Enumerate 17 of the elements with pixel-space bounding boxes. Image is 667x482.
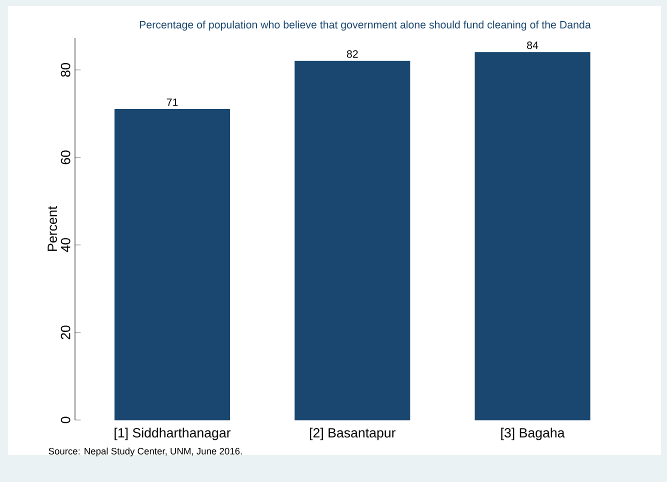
y-tick-label: 20 <box>60 326 70 340</box>
data-label: 82 <box>346 50 358 58</box>
chart-title: Percentage of population who believe that government alone should fund cleaning of the Danda <box>140 20 591 31</box>
x-tick-label: [1] Siddharthanagar <box>114 428 231 440</box>
bar <box>474 52 590 420</box>
bar <box>294 60 410 420</box>
x-tick-label: [2] Basantapur <box>310 428 396 440</box>
y-tick-label: 40 <box>60 238 70 252</box>
y-tick-label: 80 <box>60 63 70 77</box>
x-tick-label: [3] Bagaha <box>501 428 565 440</box>
bar <box>114 109 230 420</box>
data-label: 84 <box>527 42 538 50</box>
data-label: 71 <box>166 98 178 106</box>
y-tick-label: 0 <box>60 416 70 424</box>
y-axis-title: Percent <box>48 206 58 251</box>
y-tick-label: 60 <box>60 150 70 164</box>
source-note: Source: Nepal Study Center, UNM, June 2016. <box>48 448 242 456</box>
